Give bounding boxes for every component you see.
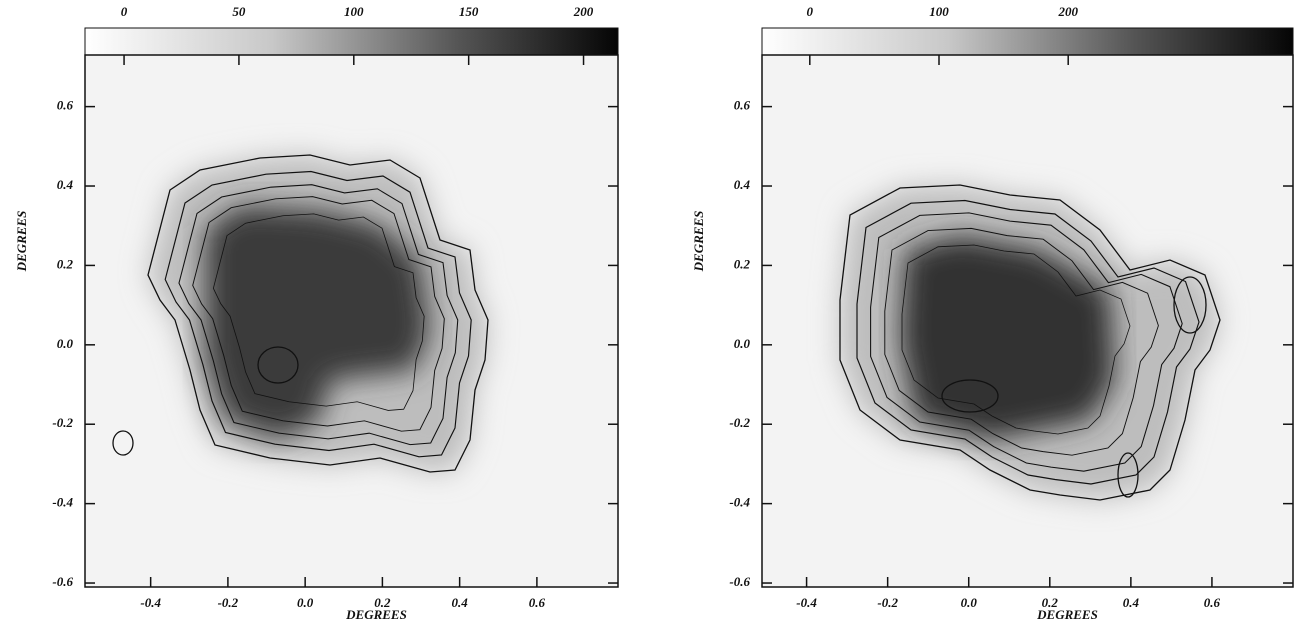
y-tick-label: 0.2 <box>734 256 751 271</box>
y-tick-label: 0.0 <box>57 336 74 351</box>
x-tick-label: 0.0 <box>297 595 314 610</box>
y-tick-label: 0.4 <box>57 177 74 192</box>
x-tick-label: 0.2 <box>374 595 391 610</box>
plot-frame <box>761 54 1294 588</box>
colorbar <box>761 27 1294 56</box>
x-axis-label: DEGREES <box>345 607 407 622</box>
plot-frame <box>84 54 619 588</box>
y-tick-label: 0.4 <box>734 177 751 192</box>
y-tick-label: -0.2 <box>52 415 73 430</box>
colorbar <box>84 27 619 56</box>
x-tick-label: -0.4 <box>140 595 161 610</box>
colorbar-tick-label: 100 <box>344 4 364 19</box>
y-tick-label: 0.6 <box>57 98 74 113</box>
colorbar-tick-label: 0 <box>121 4 128 19</box>
x-tick-label: 0.2 <box>1042 595 1059 610</box>
x-tick-label: -0.4 <box>796 595 817 610</box>
x-tick-label: 0.6 <box>529 595 546 610</box>
y-tick-label: 0.6 <box>734 98 751 113</box>
colorbar-tick-label: 150 <box>459 4 479 19</box>
x-tick-label: 0.4 <box>452 595 469 610</box>
y-tick-label: 0.0 <box>734 336 751 351</box>
x-tick-label: 0.0 <box>961 595 978 610</box>
y-tick-label: -0.6 <box>729 574 750 589</box>
y-axis-label: DEGREES <box>14 211 29 273</box>
right-image <box>762 55 1293 587</box>
x-tick-label: 0.6 <box>1204 595 1221 610</box>
y-tick-label: -0.4 <box>52 495 73 510</box>
left-image <box>85 55 618 587</box>
colorbar-tick-label: 0 <box>807 4 814 19</box>
colorbar-tick-label: 100 <box>929 4 949 19</box>
colorbar-tick-label: 50 <box>232 4 246 19</box>
y-tick-label: -0.4 <box>729 495 750 510</box>
x-tick-label: 0.4 <box>1123 595 1140 610</box>
y-tick-label: 0.2 <box>57 256 74 271</box>
colorbar-tick-label: 200 <box>1057 4 1078 19</box>
x-axis-label: DEGREES <box>1036 607 1098 622</box>
colorbar-tick-label: 200 <box>573 4 594 19</box>
y-tick-label: -0.2 <box>729 415 750 430</box>
x-tick-label: -0.2 <box>218 595 239 610</box>
y-tick-label: -0.6 <box>52 574 73 589</box>
y-axis-label: DEGREES <box>691 211 706 273</box>
x-tick-label: -0.2 <box>877 595 898 610</box>
